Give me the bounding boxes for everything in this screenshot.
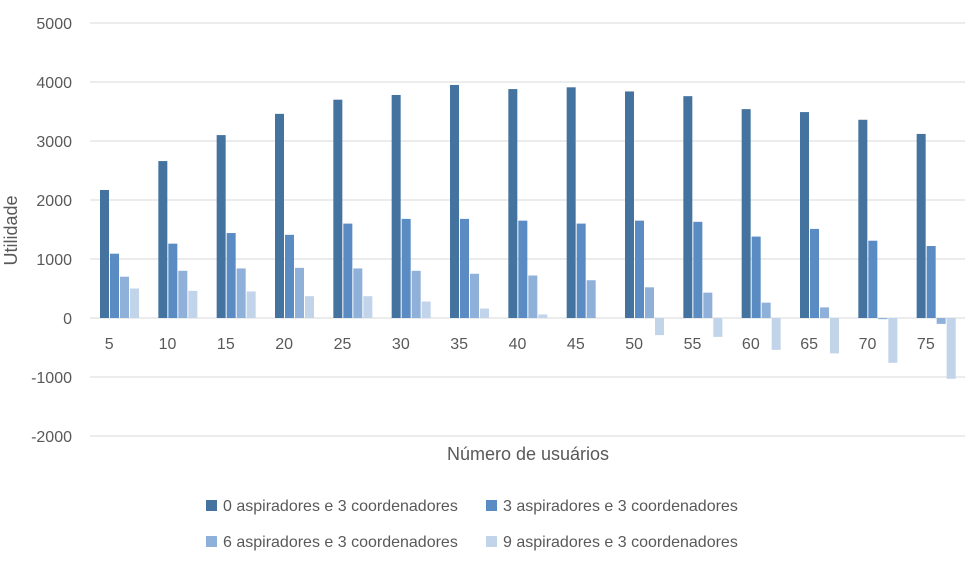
legend-label: 9 aspiradores e 3 coordenadores (503, 534, 738, 551)
bar (275, 113, 284, 318)
y-tick-label: -2000 (31, 429, 72, 446)
bar (480, 308, 489, 318)
x-tick-label: 55 (684, 336, 702, 353)
bar (888, 318, 898, 363)
bar (693, 221, 703, 318)
x-tick-label: 75 (917, 336, 935, 353)
bar (926, 246, 936, 318)
bar (878, 318, 888, 320)
bar (158, 161, 168, 318)
bar (285, 234, 294, 318)
bar (713, 318, 723, 337)
x-tick-label: 10 (159, 336, 177, 353)
legend-swatch (206, 536, 217, 547)
bar (246, 291, 256, 318)
bar (751, 236, 761, 318)
bar (178, 270, 188, 318)
bar (110, 253, 119, 318)
y-axis-ticks: 5000 4000 3000 2000 1000 0 -1000 -2000 (31, 16, 72, 446)
bars (100, 84, 956, 379)
bar (528, 275, 538, 318)
bar (771, 318, 781, 350)
bar (333, 99, 343, 318)
legend: 0 aspiradores e 3 coordenadores 3 aspirad… (206, 498, 738, 551)
bar (655, 318, 664, 336)
bar (635, 220, 644, 318)
x-tick-label: 45 (567, 336, 585, 353)
bar (226, 233, 236, 318)
y-axis-label: Utilidade (1, 195, 21, 265)
bar (401, 218, 411, 318)
legend-swatch (486, 500, 497, 511)
bar (586, 280, 596, 318)
bar (946, 318, 956, 379)
bar (421, 301, 431, 318)
bar (566, 87, 576, 318)
x-tick-label: 60 (742, 336, 760, 353)
x-tick-label: 5 (105, 336, 114, 353)
bar (236, 268, 246, 318)
bar (470, 273, 479, 318)
bar (130, 288, 139, 318)
bar (683, 96, 693, 318)
bar (761, 302, 771, 318)
x-tick-label: 50 (625, 336, 643, 353)
legend-label: 3 aspiradores e 3 coordenadores (503, 498, 738, 515)
bar (868, 240, 878, 318)
x-tick-label: 25 (334, 336, 352, 353)
bar (936, 318, 946, 324)
x-tick-label: 20 (275, 336, 293, 353)
bar (645, 287, 654, 318)
bar (450, 84, 459, 318)
bar (216, 135, 226, 318)
y-tick-label: 3000 (36, 134, 72, 151)
bar (188, 290, 198, 318)
bar (858, 119, 868, 318)
bar (538, 314, 548, 318)
bar (703, 292, 713, 318)
x-tick-label: 30 (392, 336, 410, 353)
x-tick-label: 40 (509, 336, 527, 353)
x-tick-label: 65 (800, 336, 818, 353)
bar (741, 109, 751, 318)
y-tick-label: -1000 (31, 370, 72, 387)
y-tick-label: 2000 (36, 193, 72, 210)
bar (625, 91, 634, 318)
bar (353, 268, 363, 318)
bar (576, 223, 586, 318)
x-tick-label: 70 (859, 336, 877, 353)
legend-label: 6 aspiradores e 3 coordenadores (223, 534, 458, 551)
bar (295, 267, 304, 318)
bar (168, 243, 178, 318)
bar (343, 223, 353, 318)
legend-swatch (486, 536, 497, 547)
bar (391, 94, 401, 318)
y-tick-label: 4000 (36, 75, 72, 92)
bar (363, 296, 373, 318)
y-tick-label: 1000 (36, 252, 72, 269)
gridlines (90, 22, 965, 437)
bar (100, 189, 109, 318)
y-tick-label: 5000 (36, 16, 72, 33)
legend-swatch (206, 500, 217, 511)
bar (800, 112, 809, 318)
x-tick-label: 35 (450, 336, 468, 353)
bar (508, 89, 518, 318)
y-tick-label: 0 (63, 311, 72, 328)
x-axis-label: Número de usuários (447, 444, 609, 464)
bar (305, 296, 314, 318)
bar (820, 307, 829, 318)
x-tick-label: 15 (217, 336, 235, 353)
bar (518, 220, 528, 318)
bar (810, 228, 819, 318)
bar (120, 276, 129, 318)
bar (916, 133, 926, 318)
legend-label: 0 aspiradores e 3 coordenadores (223, 498, 458, 515)
bar (411, 270, 421, 318)
bar (830, 318, 839, 354)
bar (460, 218, 469, 318)
x-axis-ticks: 5 10 15 20 25 30 35 40 45 50 55 60 65 70 75 (105, 336, 935, 353)
